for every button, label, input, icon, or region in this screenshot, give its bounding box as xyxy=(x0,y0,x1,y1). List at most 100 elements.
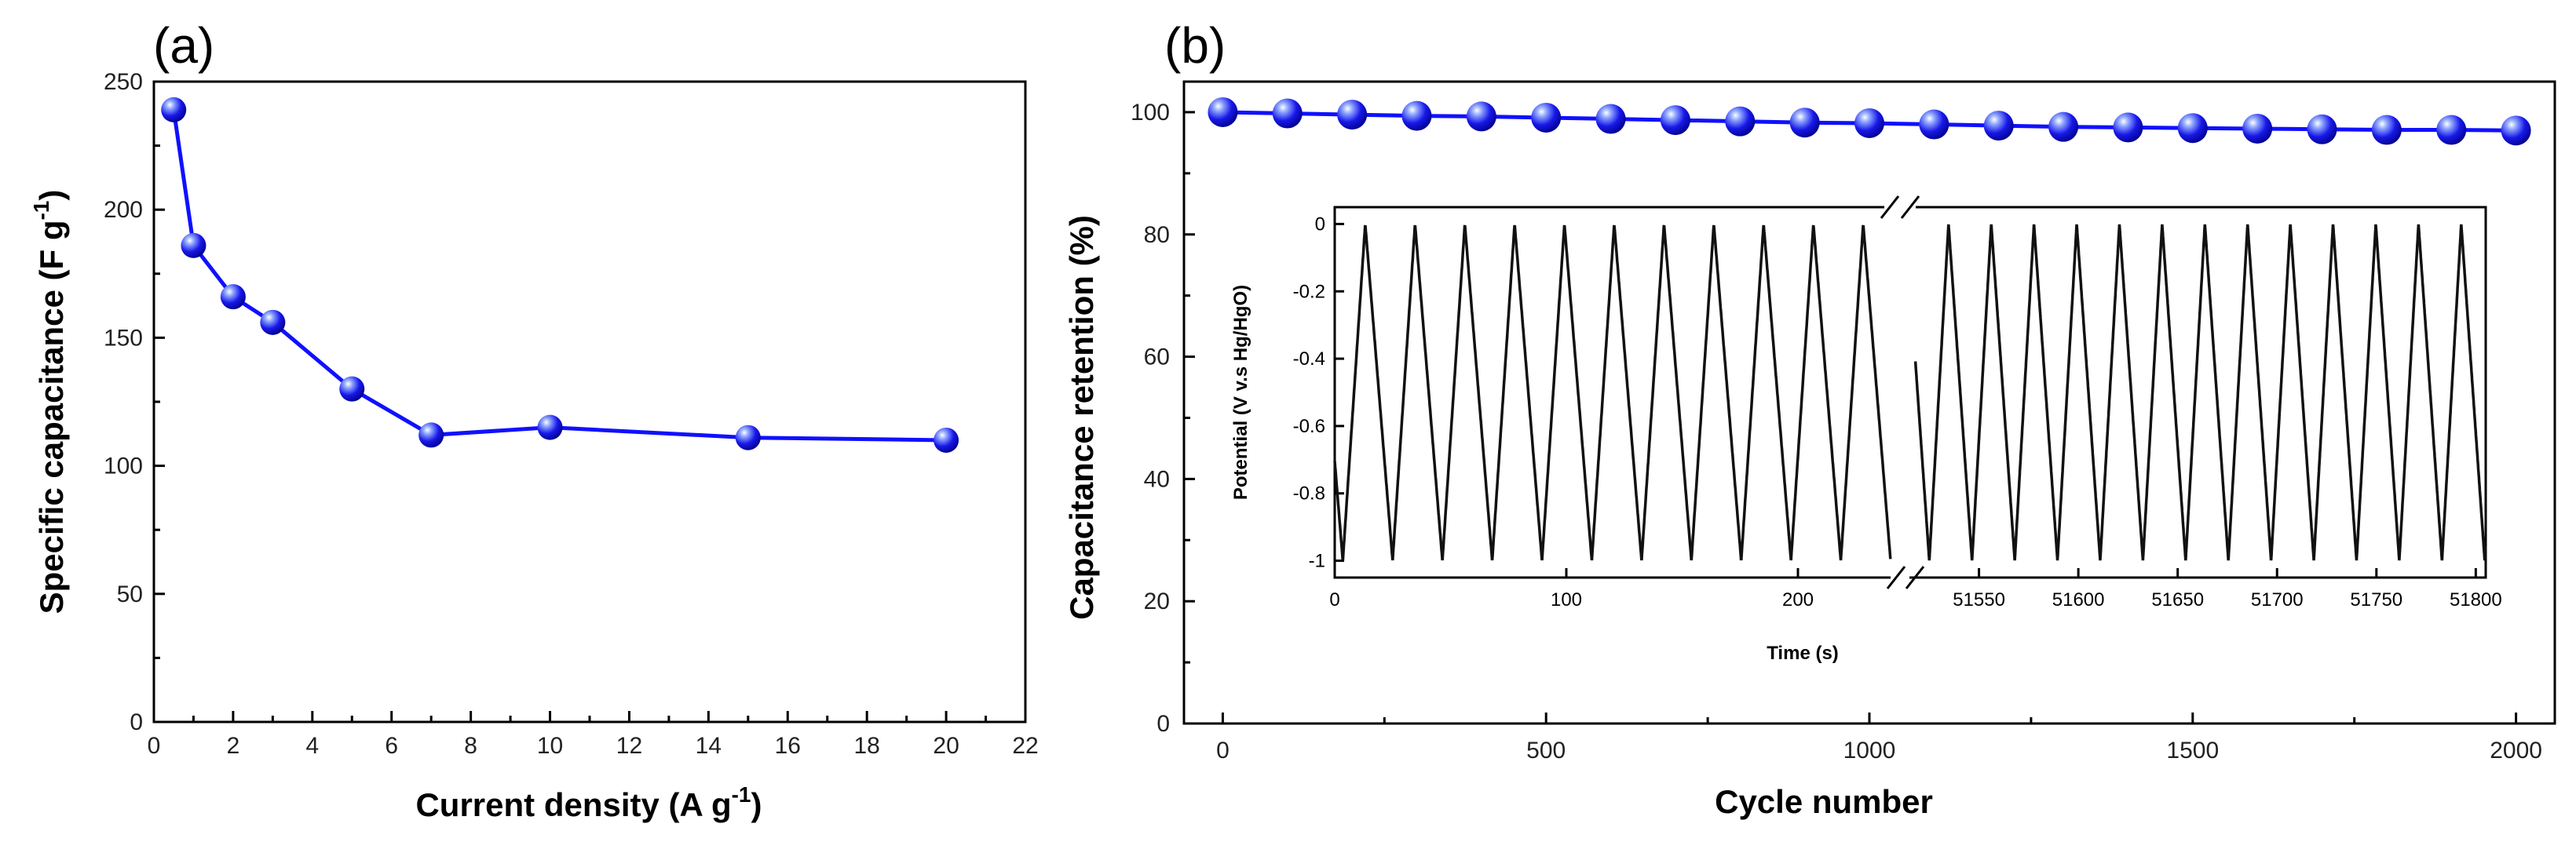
panel-b-y-ticks: 0 20 40 60 80 100 xyxy=(1131,100,1195,737)
inset-x-tick-label: 51600 xyxy=(2052,589,2105,611)
panel-a-x-tick-label: 10 xyxy=(537,733,563,759)
panel-a-xlabel-end: ) xyxy=(751,786,762,823)
panel-a-x-tick-label: 20 xyxy=(933,733,959,759)
panel-b-x-ticks: 0 500 1000 1500 2000 xyxy=(1216,713,2542,764)
inset-x-tick-label: 0 xyxy=(1329,589,1339,611)
panel-b-y-tick-label: 20 xyxy=(1144,589,1170,614)
inset-x-tick-label: 200 xyxy=(1782,589,1814,611)
panel-b-y-tick-label: 100 xyxy=(1131,100,1170,126)
panel-a-x-tick-label: 14 xyxy=(696,733,722,759)
panel-b-data-point xyxy=(2113,112,2143,143)
panel-b-x-tick-label: 2000 xyxy=(2490,738,2542,764)
panel-b-x-tick-label: 0 xyxy=(1216,738,1230,764)
panel-b-data-point xyxy=(2048,111,2079,142)
panel-a-y-tick-label: 100 xyxy=(104,454,143,479)
panel-a-series-line xyxy=(171,109,947,443)
panel-b-data-point xyxy=(1789,108,1820,138)
panel-b-x-tick-label: 1000 xyxy=(1843,738,1896,764)
panel-a-axes-frame xyxy=(152,80,1027,724)
panel-b-series xyxy=(1208,97,2531,146)
inset-x-ticks: 0 100 200 51550 51600 51650 51700 51750 51800 xyxy=(1329,568,2502,611)
panel-a-data-point xyxy=(735,425,761,450)
panel-b-data-point xyxy=(1725,106,1756,137)
panel-a-xlabel-main: Current density (A g xyxy=(415,786,731,823)
panel-a-x-tick-label: 12 xyxy=(616,733,642,759)
panel-b-y-tick-label: 80 xyxy=(1144,222,1170,248)
panel-a-x-ticks: 0 2 4 6 8 10 12 14 16 18 20 22 xyxy=(148,711,1039,759)
panel-b-y-tick-label: 0 xyxy=(1156,711,1170,737)
panel-b-x-tick-label: 500 xyxy=(1526,738,1566,764)
panel-a-x-tick-label: 4 xyxy=(305,733,319,759)
panel-b-data-point xyxy=(2242,113,2273,144)
panel-b-data-point xyxy=(2436,115,2467,145)
panel-a-y-tick-label: 150 xyxy=(104,325,143,351)
panel-a-ylabel-sup: -1 xyxy=(29,201,53,221)
panel-b-x-axis-label: Cycle number xyxy=(1715,783,1933,820)
inset-wave-segment-2 xyxy=(1913,224,2487,561)
panel-a-x-tick-label: 22 xyxy=(1012,733,1038,759)
panel-b-label: (b) xyxy=(1164,17,1226,74)
panel-a-series xyxy=(161,97,959,453)
inset-y-tick-label: -0.6 xyxy=(1293,416,1325,437)
panel-a-data-point xyxy=(418,422,444,448)
inset-y-tick-label: 0 xyxy=(1315,213,1325,235)
inset-y-tick-label: -1 xyxy=(1309,551,1325,572)
panel-a-x-tick-label: 2 xyxy=(227,733,240,759)
panel-b-y-tick-label: 40 xyxy=(1144,466,1170,492)
inset: 0 -0.2 -0.4 -0.6 -0.8 -1 0 100 200 51550 51600 516… xyxy=(1230,195,2502,664)
inset-break-bottom xyxy=(1886,566,1925,589)
panel-a-x-tick-label: 18 xyxy=(853,733,879,759)
panel-a: (a) 0 2 4 6 8 10 12 14 16 18 20 22 050100150200250 … xyxy=(29,17,1039,823)
inset-x-tick-label: 51650 xyxy=(2151,589,2204,611)
inset-waveform xyxy=(1333,224,2487,561)
panel-a-x-tick-label: 0 xyxy=(148,733,161,759)
panel-a-x-tick-label: 6 xyxy=(385,733,398,759)
inset-frame-right xyxy=(1909,206,2487,579)
inset-x-tick-label: 51700 xyxy=(2251,589,2304,611)
inset-y-tick-label: -0.8 xyxy=(1293,483,1325,505)
inset-y-tick-label: -0.2 xyxy=(1293,281,1325,302)
panel-b-data-point xyxy=(1531,102,1562,133)
panel-b-data-point xyxy=(1466,101,1496,132)
panel-b-data-point xyxy=(1401,100,1432,131)
inset-x-tick-label: 51550 xyxy=(1953,589,2005,611)
panel-a-data-point xyxy=(181,232,206,258)
panel-a-x-tick-label: 8 xyxy=(464,733,477,759)
panel-a-x-tick-label: 16 xyxy=(775,733,801,759)
panel-b-data-point xyxy=(1272,98,1303,129)
panel-a-data-point xyxy=(934,427,959,453)
panel-a-ylabel-end: ) xyxy=(33,190,70,201)
panel-b-data-point xyxy=(1983,111,2014,141)
panel-b-data-point xyxy=(2371,115,2402,145)
panel-b-data-point xyxy=(1595,104,1626,134)
panel-b-data-point xyxy=(1337,100,1368,130)
inset-wave-segment-1 xyxy=(1333,224,1892,561)
panel-a-x-axis-label: Current density (A g-1) xyxy=(415,782,762,823)
panel-a-data-point xyxy=(161,97,187,122)
panel-a-y-tick-label: 0 xyxy=(130,709,143,735)
inset-x-tick-label: 100 xyxy=(1551,589,1582,611)
panel-b-data-point xyxy=(2501,115,2531,146)
inset-y-tick-label: -0.4 xyxy=(1293,348,1325,370)
panel-a-data-point xyxy=(339,376,365,402)
panel-b-data-point xyxy=(1854,108,1884,138)
panel-a-y-tick-label: 250 xyxy=(104,69,143,95)
panel-a-label: (a) xyxy=(153,17,214,74)
panel-a-data-point xyxy=(537,414,563,440)
inset-frame-left xyxy=(1333,206,1891,579)
panel-b-x-tick-label: 1500 xyxy=(2166,738,2219,764)
panel-b-data-point xyxy=(1919,109,1949,140)
inset-background xyxy=(1335,207,2486,578)
panel-a-y-axis-label: Specific capacitance (F g-1) xyxy=(29,190,70,614)
inset-break-top xyxy=(1880,195,1920,219)
inset-x-tick-label: 51800 xyxy=(2450,589,2502,611)
panel-a-y-tick-label: 200 xyxy=(104,197,143,223)
panel-a-y-ticks: 0 50 100 150 200 250 xyxy=(104,69,165,735)
panel-a-xlabel-sup: -1 xyxy=(732,782,751,807)
inset-x-axis-label: Time (s) xyxy=(1767,643,1839,664)
panel-b-data-point xyxy=(1208,97,1238,127)
panel-b-data-point xyxy=(2307,114,2337,144)
panel-b-data-point xyxy=(2177,113,2208,144)
